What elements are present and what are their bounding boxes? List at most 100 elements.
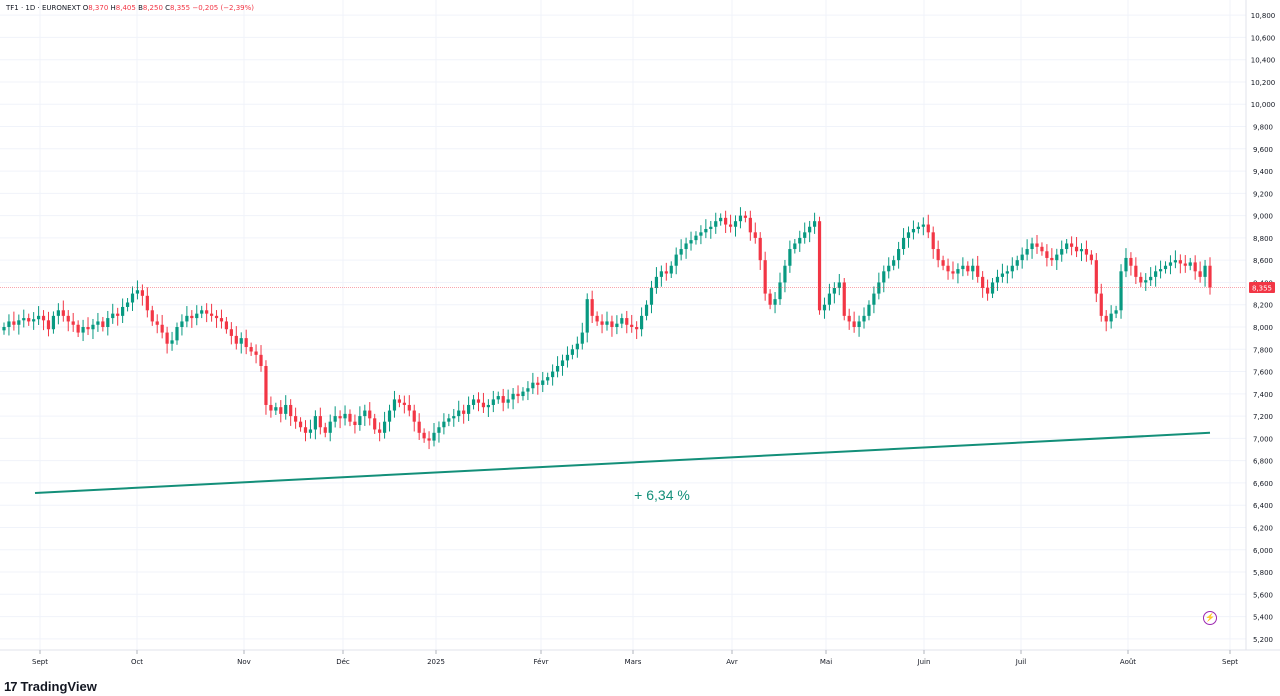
candle-body	[936, 249, 940, 261]
candle-body	[209, 313, 214, 316]
x-tick-label: Déc	[336, 658, 350, 666]
candle-body	[911, 228, 916, 233]
candle-body	[22, 318, 26, 321]
candle-body	[1168, 262, 1173, 266]
candle-body	[793, 243, 797, 250]
candle-body	[1109, 313, 1113, 322]
candle-body	[7, 321, 11, 327]
candle-body	[1163, 265, 1168, 270]
tradingview-logo-icon: 17	[4, 679, 18, 694]
candle-body	[590, 299, 594, 316]
candle-body	[778, 282, 782, 300]
candle-body	[931, 232, 935, 250]
candle-body	[659, 271, 663, 277]
x-tick-label: Sept	[1222, 658, 1238, 666]
candle-body	[565, 354, 570, 361]
trendline-label: + 6,34 %	[634, 487, 690, 503]
candle-body	[580, 332, 584, 344]
lightning-icon[interactable]: ⚡	[1203, 611, 1217, 625]
candle-body	[1000, 273, 1005, 277]
candle-body	[704, 228, 708, 233]
change-value: −0,205 (−2,39%)	[192, 4, 255, 12]
candle-body	[832, 288, 836, 294]
candle-body	[239, 338, 243, 344]
y-tick-label: 8,600	[1253, 257, 1273, 265]
candle-body	[17, 320, 21, 325]
candle-body	[51, 315, 56, 330]
candle-body	[872, 293, 876, 305]
candle-body	[422, 432, 426, 439]
candle-body	[674, 254, 678, 266]
candle-body	[516, 393, 520, 397]
candle-body	[817, 221, 822, 311]
candle-body	[121, 306, 125, 316]
candle-body	[462, 410, 466, 414]
candle-body	[570, 349, 575, 355]
candle-body	[1149, 276, 1153, 281]
candle-body	[847, 315, 851, 322]
candle-body	[654, 276, 659, 289]
trendline-group[interactable]: + 6,34 %	[34, 431, 1211, 503]
candle-body	[803, 232, 807, 238]
x-axis[interactable]: Sept Oct Nov Déc 2025 Févr Mars Avr Mai Juin Juil A…	[0, 649, 1280, 666]
candle-body	[135, 290, 140, 294]
y-tick-label: 8,200	[1253, 302, 1273, 310]
candle-body	[244, 338, 248, 348]
y-tick-label: 7,200	[1253, 413, 1273, 421]
candle-body	[1173, 260, 1178, 263]
candle-body	[1010, 265, 1014, 272]
y-tick-label: 9,200	[1253, 190, 1273, 198]
candle-body	[66, 315, 70, 322]
candle-body	[837, 282, 841, 289]
x-tick-label: Sept	[32, 658, 48, 666]
candle-body	[373, 418, 377, 430]
trendline[interactable]	[34, 431, 1211, 494]
low-label: B	[138, 4, 143, 12]
x-tick-label: 2025	[427, 658, 445, 666]
candle-body	[753, 232, 757, 238]
candle-body	[719, 217, 723, 222]
candle-body	[743, 215, 747, 218]
candle-body	[733, 221, 738, 227]
candle-body	[289, 404, 293, 417]
tradingview-brand[interactable]: 17 TradingView	[4, 679, 97, 694]
candle-body	[1188, 262, 1192, 266]
candle-body	[679, 249, 683, 255]
y-tick-label: 8,800	[1253, 235, 1273, 243]
candle-body	[353, 421, 357, 426]
candle-body	[279, 407, 283, 414]
candle-body	[432, 432, 436, 441]
candle-body	[180, 321, 184, 327]
candle-body	[551, 371, 555, 378]
candle-body	[1178, 260, 1182, 264]
candle-body	[96, 321, 100, 325]
candle-body	[822, 304, 827, 311]
candle-body	[1065, 243, 1069, 250]
open-value: 8,370	[88, 4, 109, 12]
candle-body	[906, 232, 911, 238]
candle-body	[961, 265, 965, 270]
candle-body	[620, 318, 624, 324]
candle-body	[798, 237, 802, 244]
y-axis[interactable]: 10,800 10,600 10,400 10,200 10,000 9,800 9,600…	[1245, 0, 1275, 650]
candle-body	[887, 265, 891, 272]
candle-body	[882, 271, 886, 283]
candle-body	[259, 354, 263, 366]
candle-body	[1203, 265, 1207, 277]
symbol-header: TF1 · 1D · EURONEXT O8,370 H8,405 B8,250…	[6, 4, 254, 12]
candle-body	[1139, 276, 1143, 283]
y-tick-label: 6,000	[1253, 547, 1273, 555]
candle-body	[457, 410, 461, 417]
candle-body	[689, 240, 693, 244]
candle-body	[254, 351, 258, 355]
candle-body	[669, 265, 673, 274]
candle-body	[724, 217, 728, 225]
candle-body	[298, 421, 303, 428]
candle-body	[921, 224, 925, 227]
candle-body	[1094, 260, 1098, 294]
candle-body	[555, 365, 560, 372]
candle-body	[61, 310, 65, 316]
candle-body	[541, 380, 545, 385]
candles	[2, 207, 1212, 450]
